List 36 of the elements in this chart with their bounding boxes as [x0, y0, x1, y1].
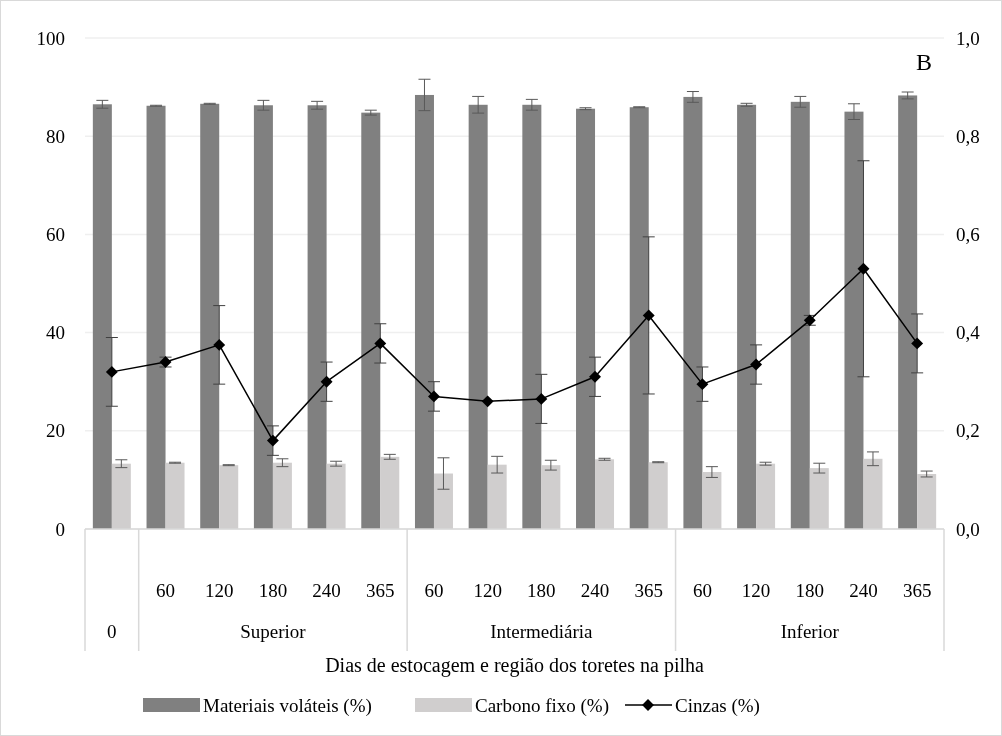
- x-tick-label: 180: [527, 579, 556, 601]
- text: Inferior: [780, 620, 840, 642]
- y2-tick-label: 0,6: [956, 224, 980, 246]
- annotation: B: [915, 49, 932, 76]
- x-tick-label: 365: [634, 579, 663, 601]
- x-tick-label: 60: [424, 579, 444, 601]
- x-tick-label: 180: [795, 579, 825, 601]
- y-tick-label: 80: [46, 125, 65, 147]
- y2-tick-label: 0,2: [956, 420, 980, 442]
- legend-label: Carbono fixo (%): [475, 694, 610, 717]
- x-tick-label: 120: [473, 579, 502, 601]
- y-tick-label: 0: [55, 518, 65, 540]
- y2-tick-label: 1,0: [956, 27, 980, 49]
- x-tick-label: 240: [580, 579, 610, 601]
- text: Intermediária: [490, 620, 594, 642]
- x-tick-label: 180: [258, 579, 288, 601]
- text: Superior: [240, 620, 307, 642]
- y-tick-label: 40: [46, 322, 65, 344]
- x-axis-title: Dias de estocagem e região dos toretes na pilha: [325, 654, 704, 677]
- x-tick-label: 365: [366, 579, 395, 601]
- x-tick-label: 120: [741, 579, 771, 601]
- legend-label: Materiais voláteis (%): [203, 694, 372, 717]
- legend-label: Cinzas (%): [675, 694, 760, 717]
- x-tick-label: 240: [849, 579, 878, 601]
- x-tick-label: 365: [902, 579, 932, 601]
- y2-tick-label: 0,4: [956, 322, 981, 344]
- y-tick-label: 60: [46, 224, 65, 246]
- y-tick-label: 20: [46, 420, 65, 442]
- x-tick-label: 120: [204, 579, 234, 601]
- x-tick-label: 240: [312, 579, 341, 601]
- y2-tick-label: 0,8: [956, 125, 980, 147]
- y2-tick-label: 0,0: [956, 518, 980, 540]
- y-tick-label: 100: [36, 27, 65, 49]
- x-tick-label: 60: [692, 579, 712, 601]
- text: 0: [107, 620, 117, 642]
- x-tick-label: 60: [156, 579, 176, 601]
